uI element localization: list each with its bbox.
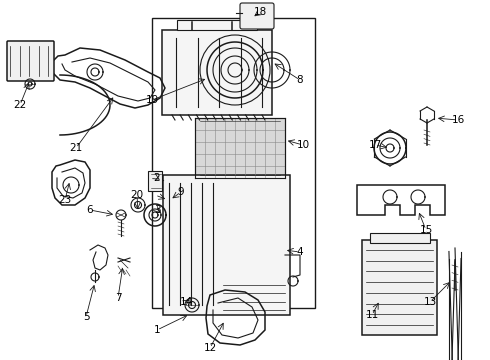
Text: 21: 21 (70, 143, 83, 153)
Bar (148, 171, 162, 191)
Text: 16: 16 (451, 115, 465, 125)
Bar (370, 233, 430, 243)
FancyBboxPatch shape (240, 3, 274, 29)
Text: 4: 4 (296, 247, 303, 257)
Text: 14: 14 (179, 297, 193, 307)
Text: 2: 2 (154, 173, 160, 183)
Text: 22: 22 (13, 100, 26, 110)
Text: 1: 1 (154, 325, 160, 335)
Text: 12: 12 (203, 343, 217, 353)
Bar (195, 118, 285, 178)
Bar (163, 175, 290, 315)
Text: 9: 9 (178, 187, 184, 197)
Text: 23: 23 (58, 195, 72, 205)
FancyBboxPatch shape (7, 41, 54, 81)
Text: 11: 11 (366, 310, 379, 320)
Bar (162, 30, 272, 115)
Text: 8: 8 (296, 75, 303, 85)
Bar (152, 18, 315, 308)
Text: 18: 18 (253, 7, 267, 17)
Text: 7: 7 (115, 293, 122, 303)
Bar (177, 20, 257, 30)
Text: 13: 13 (423, 297, 437, 307)
Text: 17: 17 (368, 140, 382, 150)
Text: 15: 15 (419, 225, 433, 235)
Text: 6: 6 (87, 205, 93, 215)
Text: 3: 3 (154, 205, 160, 215)
Bar (362, 240, 437, 335)
Text: 19: 19 (146, 95, 159, 105)
Text: 10: 10 (296, 140, 310, 150)
Text: 5: 5 (83, 312, 89, 322)
Text: 20: 20 (130, 190, 144, 200)
